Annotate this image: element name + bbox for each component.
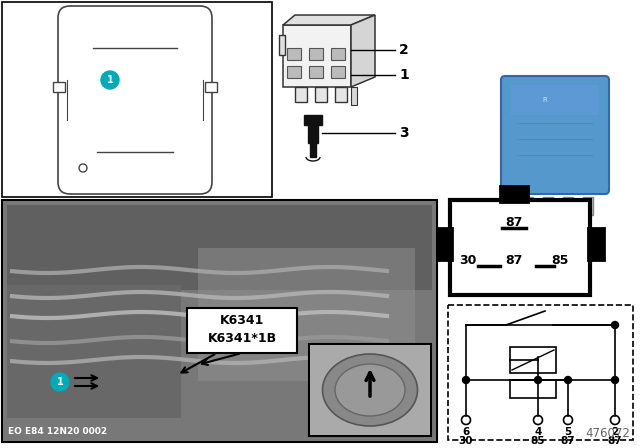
Circle shape [563,415,573,425]
Bar [583,197,593,215]
Bar [310,143,316,157]
Bar [351,87,357,105]
Bar [295,87,307,102]
Text: 87: 87 [561,436,575,446]
Text: K6341*1B: K6341*1B [207,332,276,345]
Circle shape [611,322,618,328]
Text: 1: 1 [107,75,113,85]
Bar [500,186,528,202]
Text: 4: 4 [534,427,541,437]
Bar [510,380,556,398]
Bar [7,284,181,418]
Bar [331,66,345,78]
Text: EO E84 12N20 0002: EO E84 12N20 0002 [8,427,107,436]
Bar [187,308,297,353]
Text: 2: 2 [611,427,619,437]
Bar [315,87,327,102]
Text: 87: 87 [506,254,523,267]
Bar [7,205,432,290]
Bar [309,344,431,436]
Bar [283,25,351,87]
Circle shape [101,71,119,89]
Text: 30: 30 [460,254,477,267]
Circle shape [611,376,618,383]
Bar [563,197,573,215]
Polygon shape [351,15,375,87]
Bar [331,48,345,60]
Text: 87: 87 [506,215,523,228]
Circle shape [79,164,87,172]
Bar [2,2,272,197]
Bar [205,82,217,92]
Bar [310,345,430,435]
Bar [524,209,532,213]
FancyBboxPatch shape [501,76,609,194]
Bar [335,87,347,102]
Text: 1: 1 [399,68,409,82]
Bar [308,123,318,143]
Bar [279,35,285,55]
Bar [543,197,553,215]
Circle shape [534,415,543,425]
Bar [511,85,599,115]
Text: 1: 1 [56,377,63,387]
Bar [287,48,301,60]
Text: 87: 87 [608,436,622,446]
Polygon shape [283,15,375,25]
Bar [523,197,533,215]
Circle shape [463,376,470,383]
Bar [450,200,590,295]
Bar [510,347,556,373]
Circle shape [461,415,470,425]
Text: R: R [543,97,547,103]
Bar [309,66,323,78]
Text: 6: 6 [462,427,470,437]
Bar [198,248,415,382]
Text: 476072: 476072 [585,427,630,440]
Circle shape [564,376,572,383]
Ellipse shape [335,364,405,416]
Circle shape [611,415,620,425]
Text: K6341: K6341 [220,314,264,327]
Bar [304,115,322,125]
Bar [309,48,323,60]
Bar [544,209,552,213]
Bar [436,228,452,260]
Bar [287,66,301,78]
Text: 85: 85 [551,254,569,267]
Text: 85: 85 [531,436,545,446]
Bar [564,209,572,213]
Bar [584,209,592,213]
Bar [2,200,437,442]
FancyBboxPatch shape [58,6,212,194]
Bar [448,305,633,440]
Circle shape [51,373,69,391]
Text: 2: 2 [399,43,409,57]
Circle shape [534,376,541,383]
Text: 3: 3 [399,126,408,140]
Bar [53,82,65,92]
Ellipse shape [323,354,417,426]
Bar [3,201,436,441]
Bar [588,228,604,260]
Text: 30: 30 [459,436,473,446]
Text: 5: 5 [564,427,572,437]
